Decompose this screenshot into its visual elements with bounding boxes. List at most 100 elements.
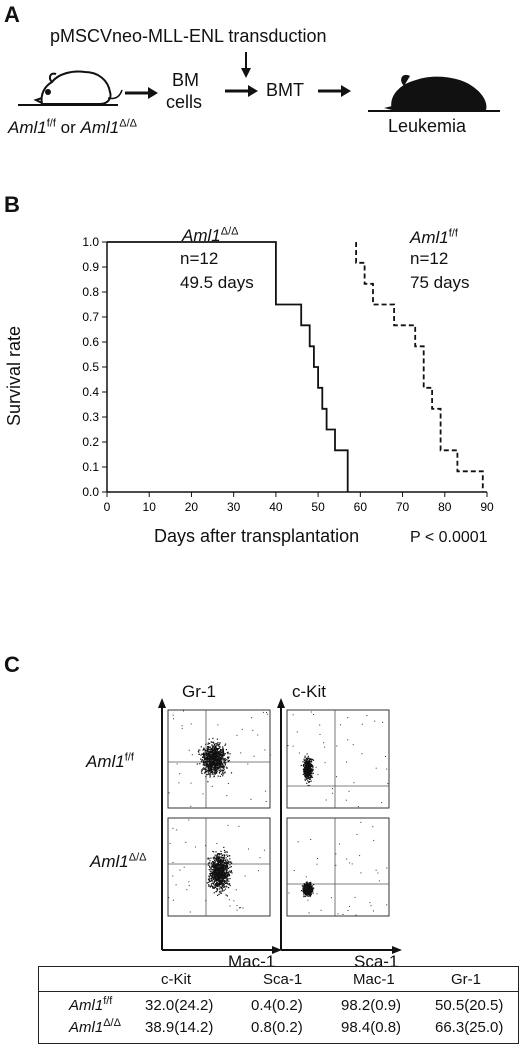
- event-dot: [220, 853, 222, 855]
- dd-median: 49.5 days: [180, 273, 254, 292]
- event-dot: [210, 867, 212, 869]
- y-tick-label: 0.9: [82, 260, 99, 274]
- event-dot: [218, 879, 220, 881]
- event-dot: [205, 751, 207, 754]
- event-dot: [226, 759, 228, 761]
- event-dot: [228, 873, 230, 875]
- event-dot: [209, 772, 211, 774]
- y-tick-label: 0.3: [82, 410, 99, 424]
- event-dot: [224, 875, 226, 877]
- event-dot: [209, 767, 211, 770]
- event-dot: [207, 760, 209, 763]
- event-dot: [212, 857, 214, 859]
- event-dot: [247, 763, 249, 765]
- event-dot: [356, 833, 358, 835]
- event-dot: [311, 889, 314, 891]
- event-dot: [204, 770, 206, 772]
- event-dot: [219, 770, 221, 772]
- event-dot: [204, 750, 206, 752]
- event-dot: [214, 869, 216, 871]
- event-dot: [219, 762, 221, 764]
- event-dot: [215, 754, 217, 756]
- event-dot: [220, 762, 222, 765]
- event-dot: [210, 873, 212, 875]
- event-dot: [312, 758, 314, 761]
- event-dot: [220, 860, 223, 862]
- event-dot: [307, 780, 309, 782]
- event-dot: [215, 880, 217, 882]
- event-dot: [309, 769, 311, 771]
- event-dot: [202, 768, 204, 770]
- event-dot: [208, 862, 210, 864]
- event-dot: [210, 758, 212, 761]
- survival-line-ff: [355, 242, 484, 492]
- event-dot: [217, 853, 219, 855]
- event-dot: [221, 854, 224, 856]
- event-dot: [303, 891, 305, 894]
- event-dot: [224, 851, 226, 853]
- event-dot: [215, 747, 217, 749]
- event-dot: [222, 756, 224, 758]
- event-dot: [216, 883, 218, 885]
- event-dot: [214, 773, 216, 775]
- event-dot: [222, 772, 224, 774]
- event-dot: [225, 885, 227, 887]
- event-dot: [215, 865, 217, 867]
- event-dot: [176, 829, 178, 831]
- event-dot: [217, 856, 220, 858]
- event-dot: [218, 870, 220, 872]
- event-dot: [178, 782, 180, 784]
- event-dot: [302, 889, 304, 891]
- event-dot: [208, 884, 210, 886]
- event-dot: [209, 760, 211, 762]
- event-dot: [210, 770, 212, 772]
- event-dot: [330, 897, 332, 899]
- event-dot: [214, 864, 216, 866]
- event-dot: [222, 873, 224, 875]
- event-dot: [221, 872, 223, 874]
- event-dot: [224, 759, 226, 761]
- event-dot: [210, 771, 213, 773]
- event-dot: [198, 751, 200, 753]
- event-dot: [226, 866, 228, 868]
- event-dot: [215, 867, 217, 869]
- table-cell: 0.4(0.2): [251, 997, 303, 1014]
- event-dot: [213, 757, 215, 759]
- event-dot: [216, 890, 218, 892]
- event-dot: [304, 775, 306, 777]
- event-dot: [217, 758, 219, 760]
- event-dot: [313, 884, 315, 886]
- event-dot: [357, 806, 359, 808]
- event-dot: [216, 882, 218, 884]
- event-dot: [221, 867, 223, 869]
- event-dot: [179, 773, 181, 775]
- event-dot: [219, 760, 221, 762]
- event-dot: [205, 762, 207, 764]
- event-dot: [216, 880, 218, 882]
- event-dot: [303, 894, 305, 896]
- event-dot: [239, 907, 241, 909]
- event-dot: [201, 770, 203, 772]
- event-dot: [207, 748, 209, 750]
- event-dot: [217, 884, 219, 886]
- event-dot: [325, 799, 327, 801]
- event-dot: [216, 889, 218, 891]
- event-dot: [219, 767, 221, 769]
- event-dot: [219, 757, 221, 759]
- event-dot: [216, 754, 219, 756]
- event-dot: [220, 870, 222, 872]
- event-dot: [207, 753, 209, 755]
- event-dot: [218, 883, 220, 885]
- event-dot: [352, 744, 354, 746]
- event-dot: [214, 748, 216, 750]
- event-dot: [218, 882, 220, 884]
- event-dot: [220, 876, 222, 878]
- event-dot: [309, 890, 312, 892]
- event-dot: [302, 885, 305, 888]
- event-dot: [209, 757, 211, 759]
- event-dot: [209, 758, 211, 760]
- event-dot: [215, 743, 217, 745]
- y-tick-label: 0.7: [82, 310, 99, 324]
- event-dot: [172, 714, 174, 716]
